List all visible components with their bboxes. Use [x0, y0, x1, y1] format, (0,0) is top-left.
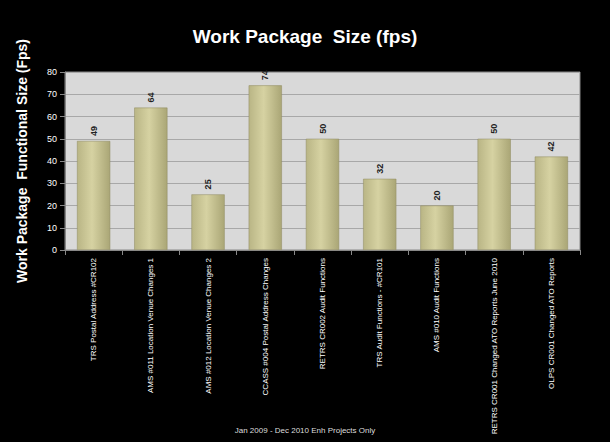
- svg-text:50: 50: [47, 134, 57, 144]
- svg-text:RETRS CR001 Changed ATO Report: RETRS CR001 Changed ATO Reports June 201…: [490, 257, 499, 434]
- svg-text:50: 50: [318, 124, 328, 134]
- svg-text:50: 50: [489, 124, 499, 134]
- svg-text:AMS #011 Location Venue Change: AMS #011 Location Venue Changes 1: [146, 257, 155, 393]
- svg-text:AMS #010 Audit Functions: AMS #010 Audit Functions: [432, 258, 441, 352]
- svg-text:Jan 2009 - Dec 2010 Enh Projec: Jan 2009 - Dec 2010 Enh Projects Only: [235, 426, 376, 435]
- svg-text:AMS #012 Location Venue Change: AMS #012 Location Venue Changes 2: [204, 257, 213, 393]
- svg-text:TRS Postal Address #CR102: TRS Postal Address #CR102: [89, 257, 98, 361]
- svg-text:74: 74: [260, 70, 270, 80]
- svg-text:40: 40: [47, 156, 57, 166]
- svg-text:60: 60: [47, 112, 57, 122]
- svg-text:70: 70: [47, 89, 57, 99]
- svg-text:0: 0: [52, 245, 57, 255]
- svg-text:42: 42: [546, 142, 556, 152]
- svg-text:30: 30: [47, 178, 57, 188]
- svg-text:RETRS CR002 Audit Functions: RETRS CR002 Audit Functions: [318, 258, 327, 369]
- svg-text:25: 25: [203, 179, 213, 189]
- svg-text:49: 49: [89, 126, 99, 136]
- svg-text:64: 64: [146, 93, 156, 103]
- svg-text:32: 32: [375, 164, 385, 174]
- svg-text:Work Package Functional Size: Work Package Functional Size (Fps): [14, 39, 30, 283]
- svg-text:OLPS CR001 Changed ATO Reports: OLPS CR001 Changed ATO Reports: [547, 258, 556, 389]
- svg-text:CCASS #004 Postal Address Chan: CCASS #004 Postal Address Changes: [261, 258, 270, 395]
- svg-text:TRS Audit Functions - #CR101: TRS Audit Functions - #CR101: [375, 257, 384, 367]
- svg-text:20: 20: [47, 201, 57, 211]
- svg-text:Work Package Size (fps): Work Package Size (fps): [193, 26, 418, 47]
- svg-text:80: 80: [47, 67, 57, 77]
- svg-text:10: 10: [47, 223, 57, 233]
- svg-text:20: 20: [432, 190, 442, 200]
